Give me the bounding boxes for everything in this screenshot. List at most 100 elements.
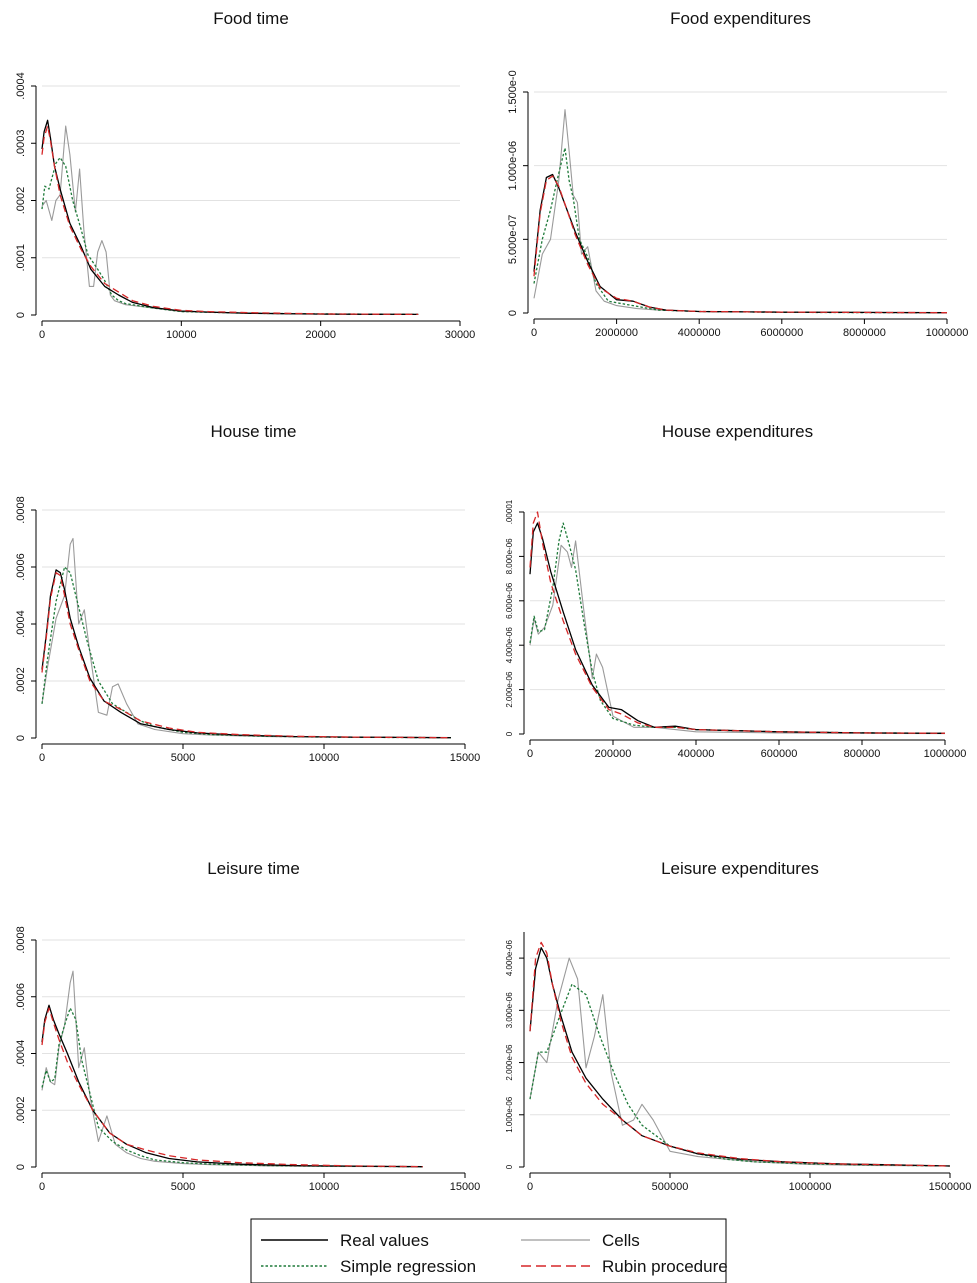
legend-label-cells: Cells	[602, 1231, 640, 1250]
chart-panel: House expenditures 0 2.000e-06 4.000e-06 6.0…	[505, 422, 966, 760]
x-tick-label: 5000	[171, 1181, 195, 1193]
y-tick-label: .0004	[15, 1040, 27, 1068]
x-tick-label: 15000	[450, 752, 481, 764]
x-tick-label: 1000000	[789, 1181, 832, 1193]
series-line-rubin	[529, 511, 946, 734]
series-line-real	[41, 569, 451, 739]
x-tick-label: 2000000	[595, 327, 638, 339]
chart-panel: House time 0 .0002 .0004 .0006 .0008 0 5000 1000…	[15, 422, 480, 764]
x-tick-label: 0	[527, 748, 533, 760]
x-tick-label: 200000	[595, 748, 632, 760]
chart-title: House time	[211, 422, 297, 441]
x-tick-label: 800000	[844, 748, 881, 760]
chart-panel: Leisure time 0 .0002 .0004 .0006 .0008 0 5000 10…	[15, 859, 480, 1193]
x-tick-label: 10000	[309, 1181, 340, 1193]
y-tick-label: 0	[15, 735, 27, 741]
legend-label-real: Real values	[340, 1231, 429, 1250]
x-tick-label: 15000	[450, 1181, 481, 1193]
y-tick-label: 1.000e-06	[507, 141, 519, 191]
series-line-real	[529, 947, 951, 1167]
chart-title: Food expenditures	[670, 9, 811, 28]
x-tick-label: 20000	[305, 329, 336, 341]
series-line-rubin	[41, 572, 451, 739]
y-tick-label: 4.000e-06	[505, 627, 514, 664]
legend-label-simple: Simple regression	[340, 1257, 476, 1276]
y-tick-label: .0004	[15, 610, 27, 638]
x-tick-label: 1500000	[929, 1181, 972, 1193]
series-line-simple	[41, 1007, 423, 1168]
y-tick-label: 2.000e-06	[505, 671, 514, 708]
chart-panels: Food time 0 .0001 .0002 .0003 .0004 0 10000 2000…	[15, 9, 971, 1193]
x-tick-label: 0	[531, 327, 537, 339]
series-line-real	[529, 522, 946, 734]
y-tick-label: 0	[505, 1164, 514, 1169]
x-tick-label: 0	[527, 1181, 533, 1193]
x-tick-label: 1000000	[924, 748, 967, 760]
series-line-cells	[533, 109, 948, 314]
series-line-cells	[529, 540, 946, 735]
x-tick-label: 5000	[171, 752, 195, 764]
chart-title: House expenditures	[662, 422, 813, 441]
series-line-real	[41, 1004, 423, 1168]
legend-box	[250, 1218, 727, 1283]
series-line-cells	[41, 537, 451, 739]
series-line-real	[533, 173, 948, 314]
chart-title: Leisure expenditures	[661, 859, 819, 878]
y-tick-label: 8.000e-06	[505, 538, 514, 575]
chart-title: Leisure time	[207, 859, 300, 878]
chart-panel: Food time 0 .0001 .0002 .0003 .0004 0 10000 2000…	[15, 9, 475, 341]
x-tick-label: 30000	[445, 329, 476, 341]
y-tick-label: .0002	[15, 187, 27, 215]
x-tick-label: 8000000	[843, 327, 886, 339]
y-tick-label: 3.000e-06	[505, 992, 514, 1029]
y-tick-label: .0006	[15, 983, 27, 1011]
series-line-simple	[41, 156, 419, 316]
x-tick-label: 0	[39, 752, 45, 764]
y-tick-label: .0004	[15, 72, 27, 100]
y-tick-label: 0	[15, 312, 27, 318]
series-line-simple	[529, 983, 951, 1167]
series-line-rubin	[529, 941, 951, 1167]
y-tick-label: 4.000e-06	[505, 940, 514, 977]
series-line-rubin	[533, 175, 948, 314]
legend: Real values Cells Simple regression Rubi…	[250, 1218, 728, 1283]
chart-panel: Food expenditures 0 5.000e-07 1.000e-06 1.50…	[507, 9, 968, 339]
y-tick-label: .0008	[15, 926, 27, 954]
y-tick-label: 0	[15, 1164, 27, 1170]
chart-panel: Leisure expenditures 0 1.000e-06 2.000e-06 3…	[505, 859, 971, 1193]
y-tick-label: 0	[505, 731, 514, 736]
x-tick-label: 6000000	[760, 327, 803, 339]
x-tick-label: 4000000	[678, 327, 721, 339]
x-tick-label: 10000	[309, 752, 340, 764]
series-line-real	[41, 119, 419, 316]
y-tick-label: .0002	[15, 1096, 27, 1124]
series-line-cells	[529, 957, 951, 1167]
series-line-simple	[41, 566, 451, 739]
y-tick-label: .0008	[15, 496, 27, 524]
y-tick-label: 6.000e-06	[505, 582, 514, 619]
series-line-cells	[41, 970, 423, 1168]
y-tick-label: .00001	[505, 499, 514, 524]
x-tick-label: 500000	[652, 1181, 689, 1193]
series-line-rubin	[41, 125, 419, 316]
chart-title: Food time	[213, 9, 289, 28]
y-tick-label: .0001	[15, 244, 27, 272]
y-tick-label: .0006	[15, 553, 27, 581]
y-tick-label: .0003	[15, 129, 27, 157]
x-tick-label: 400000	[678, 748, 715, 760]
x-tick-label: 10000	[166, 329, 197, 341]
y-tick-label: 0	[507, 310, 519, 316]
legend-label-rubin: Rubin procedure	[602, 1257, 728, 1276]
y-tick-label: 1.500e-0	[507, 70, 519, 113]
x-tick-label: 0	[39, 1181, 45, 1193]
x-tick-label: 600000	[761, 748, 798, 760]
x-tick-label: 1000000	[926, 327, 969, 339]
x-tick-label: 0	[39, 329, 45, 341]
series-line-simple	[529, 522, 946, 734]
y-tick-label: 2.000e-06	[505, 1044, 514, 1081]
y-tick-label: 5.000e-07	[507, 215, 519, 265]
series-line-rubin	[41, 1007, 423, 1168]
y-tick-label: 1.000e-06	[505, 1096, 514, 1133]
y-tick-label: .0002	[15, 667, 27, 695]
